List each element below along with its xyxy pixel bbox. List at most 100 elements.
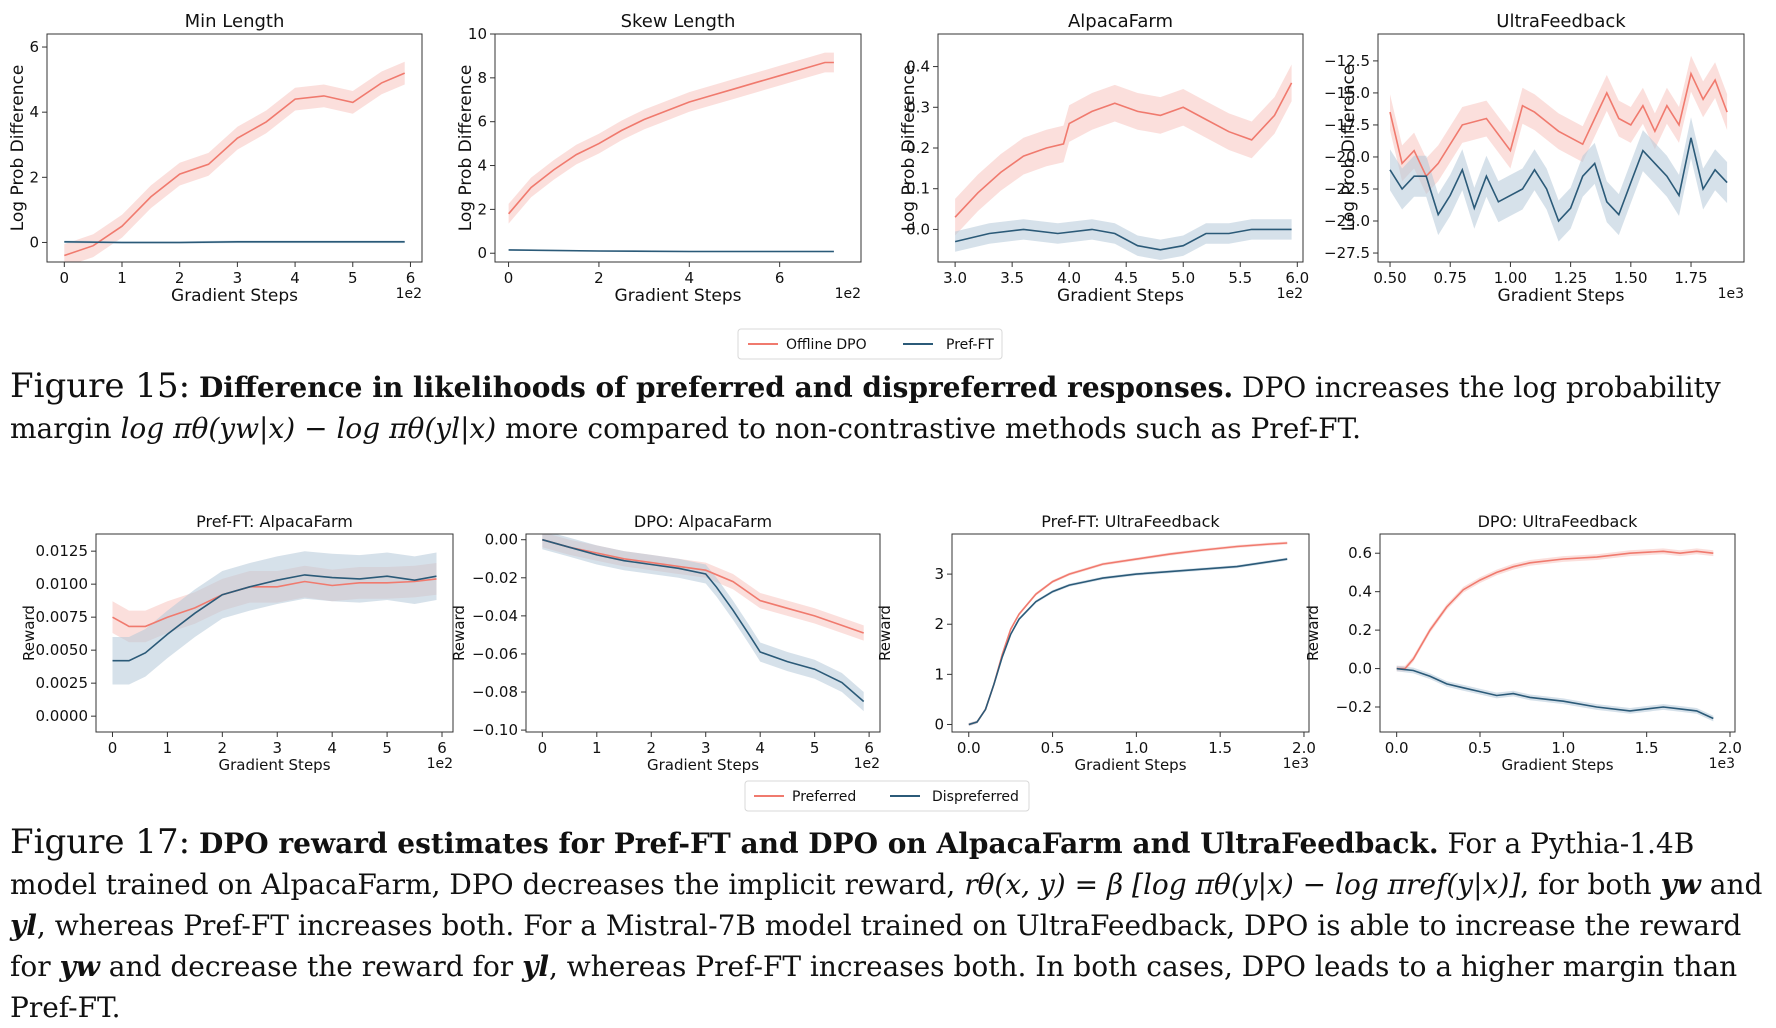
x-tick-label: 0 [108,739,118,757]
y-tick-label: 0 [477,244,487,262]
x-axis-label: Gradient Steps [1498,286,1625,306]
y-tick-label: 0 [29,233,39,251]
chart-title: Pref-FT: UltraFeedback [1041,512,1220,531]
y-axis-label: Log Prob Difference [1339,65,1359,232]
plot-frame [951,533,1310,733]
y-tick-label: 4 [477,157,487,175]
x-tick-label: 1 [163,739,173,757]
y-tick-label: −0.06 [472,645,518,663]
y-tick-label: −17.5 [1324,116,1370,134]
figure-17-caption: Figure 17: DPO reward estimates for Pref… [10,822,1770,1028]
y-tick-label: 2 [477,200,487,218]
plot-frame [525,533,881,733]
x-tick-label: 3 [272,739,282,757]
x-tick-label: 1.0 [1551,739,1575,757]
x-axis-multiplier: 1e3 [1718,286,1744,302]
x-tick-label: 1 [117,269,127,287]
x-axis-label: Gradient Steps [615,286,742,306]
x-tick-label: 6.0 [1285,269,1309,287]
y-tick-label: −0.02 [472,569,518,587]
x-tick-label: 2 [594,269,604,287]
y-tick-label: −12.5 [1324,52,1370,70]
x-tick-label: 5 [810,739,820,757]
y-tick-label: 0.2 [906,139,930,157]
y-axis-label: Log Prob Difference [899,65,919,232]
figure-17-caption-math-4: yw [59,950,100,983]
x-tick-label: 5 [382,739,392,757]
x-tick-label: 2 [218,739,228,757]
chart-6: 0.0 0.5 1.0 1.5 2.0 0 1 2 3 Pref-FT: UltraFeedbac… [876,512,1316,774]
x-tick-label: 1 [592,739,602,757]
x-tick-label: 0 [538,739,548,757]
band-offline-dpo [64,61,405,262]
x-tick-label: 5 [348,269,358,287]
series-group [1396,548,1714,722]
chart-title: Pref-FT: AlpacaFarm [196,512,353,531]
y-tick-label: 6 [477,113,487,131]
y-tick-label: 4 [29,103,39,121]
y-tick-label: 8 [477,69,487,87]
y-tick-label: 0.6 [1348,544,1372,562]
x-tick-label: 3 [233,269,243,287]
x-tick-label: 6 [864,739,874,757]
x-tick-label: 2 [175,269,185,287]
figure-17-caption-text-3: and [1700,868,1763,901]
x-axis-label: Gradient Steps [647,756,759,774]
figure-17-caption-math-2: yw [1660,868,1701,901]
x-axis-multiplier: 1e2 [835,286,861,302]
line-dispreferred [112,574,437,662]
x-axis-multiplier: 1e2 [1277,286,1303,302]
plot-frame [1377,33,1745,263]
line-offline-dpo [507,61,834,215]
line-pref-ft [64,241,405,244]
y-axis-label: Reward [876,605,894,661]
y-tick-label: 0.1 [906,180,930,198]
fig15-legend: Offline DPO Pref-FT [737,328,1003,360]
y-tick-label: 0 [934,715,944,733]
y-tick-label: −0.04 [472,607,518,625]
y-tick-label: 0.0050 [36,641,89,659]
chart-title: DPO: UltraFeedback [1478,512,1639,531]
band-preferred [968,541,1288,726]
y-tick-label: 2 [934,615,944,633]
x-axis-multiplier: 1e3 [1283,756,1309,772]
x-axis-label: Gradient Steps [218,756,330,774]
x-tick-label: 4 [327,739,337,757]
chart-3: 0.50 0.75 1.00 1.25 1.50 1.75 −27.5 −25.0 −22.5 −… [1324,11,1745,306]
y-tick-label: 0.0025 [36,674,89,692]
line-dispreferred [1396,667,1714,720]
figure-17-caption-math-5: yl [522,950,549,983]
x-tick-label: 2.0 [1292,739,1316,757]
x-tick-label: 1.50 [1614,269,1647,287]
figure-17-caption-text-5: and decrease the reward for [99,950,523,983]
chart-title: DPO: AlpacaFarm [634,512,772,531]
x-tick-label: 6 [437,739,447,757]
chart-title: Min Length [185,11,285,32]
line-pref-ft [1389,137,1728,223]
y-tick-label: −0.08 [472,683,518,701]
y-tick-label: 0.3 [906,98,930,116]
x-axis-multiplier: 1e3 [1709,756,1735,772]
x-tick-label: 4.5 [1114,269,1138,287]
x-tick-label: 3 [701,739,711,757]
line-preferred [542,538,864,634]
chart-title: AlpacaFarm [1068,11,1173,32]
plot-frame [494,33,862,263]
legend-label-pref-ft: Pref-FT [946,337,994,353]
figure-17-caption-text-4: , whereas Pref-FT increases both. For a … [10,909,1742,983]
y-tick-label: 0.0 [1348,660,1372,678]
y-tick-label: −22.5 [1324,180,1370,198]
x-tick-label: 1.5 [1635,739,1659,757]
x-tick-label: 6 [406,269,416,287]
figure-17-caption-math-1: rθ(x, y) = β [log πθ(y|x) − log πref(y|x… [964,868,1521,901]
x-tick-label: 0 [60,269,70,287]
x-tick-label: 3.5 [1000,269,1024,287]
figure-17-label: Figure 17: [10,822,191,862]
line-offline-dpo [1389,71,1728,178]
y-tick-label: 0.0000 [36,707,89,725]
line-pref-ft [508,249,834,253]
figure-canvas: Offline DPO Pref-FT Preferred Dispreferr… [8,11,1745,812]
x-tick-label: 1.00 [1494,269,1527,287]
series-group [64,61,406,262]
x-tick-label: 0.5 [1468,739,1492,757]
